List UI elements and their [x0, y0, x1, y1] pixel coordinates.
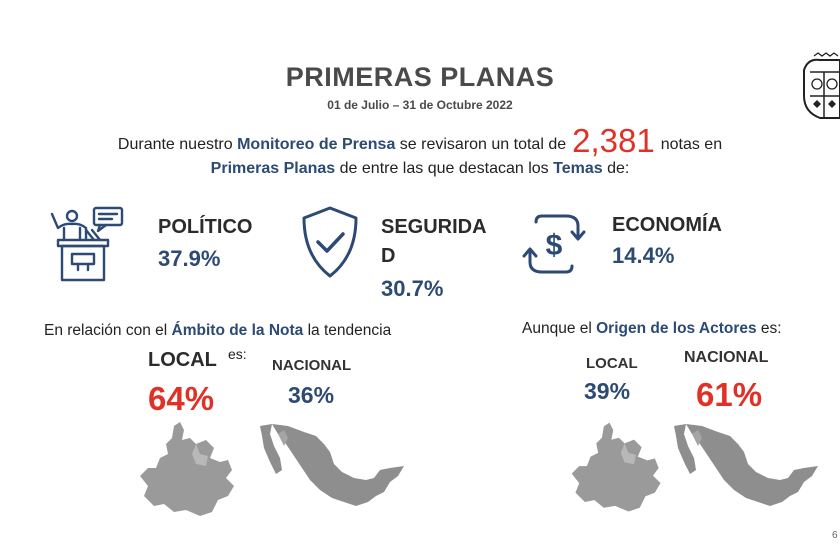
theme-name-seguridad-1: SEGURIDA — [381, 216, 487, 238]
theme-pct-economia: 14.4% — [612, 243, 675, 268]
svg-text:$: $ — [546, 229, 563, 262]
origen-heading: Aunque el Origen de los Actores es: — [522, 320, 782, 337]
intro-line-1: Durante nuestro Monitoreo de Prensa se r… — [117, 122, 723, 159]
highlight-origen: Origen de los Actores — [596, 320, 757, 337]
dollar-exchange-icon: $ — [522, 214, 586, 274]
jalisco-map-icon-right — [571, 422, 661, 512]
highlight-ambito: Ámbito de la Nota — [171, 322, 304, 339]
mexico-map-icon-right — [674, 424, 818, 506]
coat-of-arms-icon — [803, 52, 840, 119]
highlight-monitoreo: Monitoreo de Prensa — [237, 136, 396, 153]
intro-line-2: Primeras Planas de entre las que destaca… — [210, 160, 630, 177]
shield-check-icon — [302, 206, 358, 278]
origen-local-label: LOCAL — [586, 355, 638, 372]
mexico-map-icon — [260, 424, 404, 506]
ambito-es: es: — [228, 346, 247, 362]
theme-pct-seguridad: 30.7% — [381, 276, 444, 301]
ambito-nacional-pct: 36% — [288, 382, 335, 408]
theme-name-economia: ECONOMÍA — [612, 214, 722, 236]
highlight-temas: Temas — [553, 160, 603, 177]
theme-name-politico: POLÍTICO — [158, 216, 253, 238]
jalisco-map-icon — [140, 422, 234, 516]
date-range: 01 de Julio – 31 de Octubre 2022 — [327, 98, 513, 112]
page-number: 6 — [832, 530, 838, 541]
ambito-local-label: LOCAL — [148, 349, 217, 371]
highlight-primeras: Primeras Planas — [210, 160, 336, 177]
ambito-local-pct: 64% — [148, 380, 215, 417]
origen-nacional-label: NACIONAL — [684, 349, 769, 366]
page-title: PRIMERAS PLANAS — [285, 62, 555, 92]
theme-pct-politico: 37.9% — [158, 246, 221, 271]
speaker-podium-icon — [50, 206, 124, 282]
ambito-heading: En relación con el Ámbito de la Nota la … — [44, 322, 392, 339]
origen-nacional-pct: 61% — [696, 376, 763, 413]
ambito-nacional-label: NACIONAL — [272, 357, 352, 374]
origen-local-pct: 39% — [584, 378, 631, 404]
theme-name-seguridad-2: D — [381, 245, 396, 267]
total-notes: 2,381 — [572, 122, 655, 159]
